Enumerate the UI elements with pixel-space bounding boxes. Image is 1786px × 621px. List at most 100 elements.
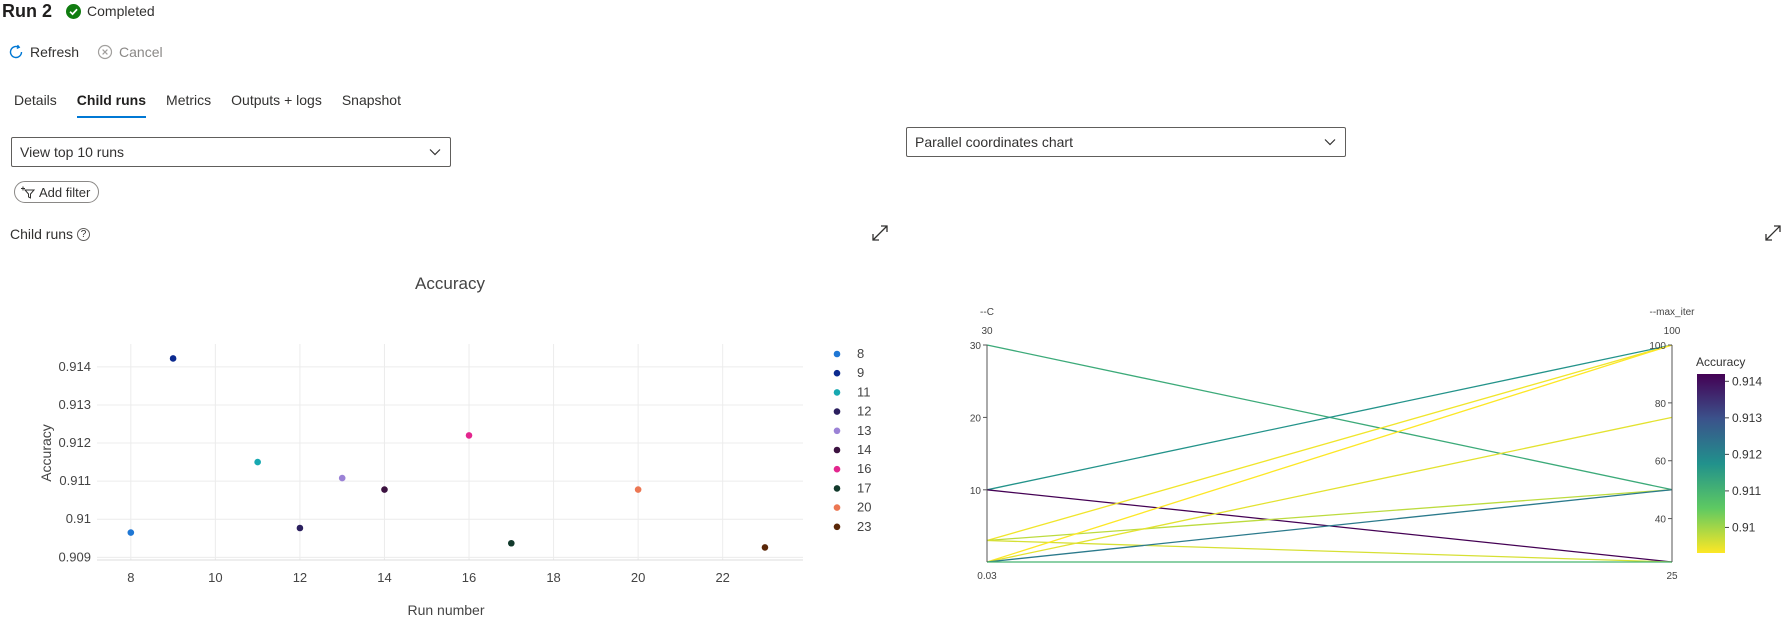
tab-snapshot[interactable]: Snapshot (341, 92, 401, 108)
colorbar-tick-label: 0.914 (1732, 374, 1762, 388)
x-tick-label: 16 (462, 570, 476, 585)
legend-label: 9 (857, 365, 864, 380)
view-top-runs-dropdown[interactable]: View top 10 runs (11, 137, 451, 167)
pc-line (986, 539, 1673, 563)
expand-icon[interactable] (1764, 224, 1782, 242)
tab-outputs-logs[interactable]: Outputs + logs (231, 92, 322, 108)
x-axis-label: Run number (407, 602, 484, 618)
data-point (254, 458, 261, 466)
colorbar-tick-label: 0.911 (1732, 484, 1761, 498)
expand-icon[interactable] (871, 224, 889, 242)
x-tick-label: 8 (127, 570, 134, 585)
y-tick-label: 0.912 (58, 435, 91, 450)
tick-labels: 8 10 12 14 16 18 20 22 0.909 0.91 0.911 0.912 0.913 0… (58, 359, 729, 585)
page-title: Run 2 (2, 0, 53, 21)
command-bar: Refresh Cancel (8, 40, 163, 64)
legend-marker (833, 504, 841, 511)
tab-metrics[interactable]: Metrics (166, 92, 212, 108)
legend-label: 13 (857, 423, 871, 438)
child-runs-label: Child runs (10, 226, 74, 242)
y-tick-label: 0.909 (58, 549, 91, 564)
pc-line (986, 489, 1673, 542)
tab-bar: Details Child runs Metrics Outputs + log… (14, 92, 421, 118)
x-tick-label: 20 (631, 570, 645, 585)
check-circle-icon (66, 3, 82, 19)
legend-marker (833, 369, 841, 377)
pc-axis-bottom-label: 25 (1666, 571, 1678, 582)
pc-tick-label: 60 (1655, 457, 1667, 468)
pc-axis-name: --max_iter (1649, 307, 1695, 318)
pc-axes: --C 30 0.03 10 20 30 --max_iter 100 25 40 60 80 100 (970, 307, 1695, 582)
pc-tick-label: 10 (970, 486, 982, 497)
page-header: Run 2 Completed (2, 0, 155, 22)
colorbar-tick-label: 0.912 (1732, 447, 1762, 461)
refresh-button[interactable]: Refresh (8, 44, 79, 60)
legend-label: 11 (857, 384, 871, 399)
legend-label: 20 (857, 500, 871, 515)
pc-tick-label: 30 (970, 341, 982, 352)
colorbar-gradient (1697, 374, 1725, 553)
legend-marker (833, 389, 841, 396)
x-tick-label: 10 (208, 570, 222, 585)
legend-marker (833, 350, 841, 358)
refresh-label: Refresh (30, 44, 80, 60)
legend-label: 23 (857, 519, 871, 534)
accuracy-scatter-chart: Accuracy Run number Accuracy 8 10 12 14 16 18… (38, 274, 871, 618)
colorbar: Accuracy 0.914 0.913 0.912 0.911 0.91 (1696, 355, 1762, 553)
data-point (634, 486, 642, 493)
chart-type-value: Parallel coordinates chart (915, 134, 1073, 150)
y-tick-label: 0.914 (58, 359, 91, 374)
pc-axis-name: --C (980, 307, 994, 318)
add-filter-button[interactable]: Add filter (14, 181, 100, 203)
data-point (507, 539, 515, 547)
colorbar-tick-label: 0.91 (1732, 520, 1756, 534)
pc-axis-top-label: 30 (981, 326, 993, 337)
legend-label: 12 (857, 404, 871, 419)
legend-marker (833, 408, 841, 415)
pc-line (986, 344, 1673, 563)
refresh-icon (9, 44, 23, 59)
chevron-down-icon (1324, 139, 1336, 146)
chart-title: Accuracy (415, 274, 485, 293)
legend-label: 8 (857, 346, 864, 361)
cancel-icon (97, 44, 113, 60)
legend-marker (833, 465, 841, 473)
x-tick-label: 18 (546, 570, 560, 585)
y-axis-label: Accuracy (38, 424, 54, 482)
tab-details[interactable]: Details (14, 92, 57, 108)
add-filter-label: Add filter (39, 184, 91, 200)
cancel-label: Cancel (119, 44, 163, 60)
y-tick-label: 0.91 (66, 511, 91, 526)
legend-label: 16 (857, 461, 871, 476)
data-point (761, 544, 769, 551)
y-tick-label: 0.913 (58, 397, 91, 412)
status-label: Completed (87, 3, 155, 19)
legend-label: 17 (857, 480, 871, 495)
pc-line (986, 344, 1673, 542)
parallel-coordinates-chart: --C300.03102030--max_iter10025406080100 … (970, 307, 1762, 582)
pc-tick-label: 20 (970, 413, 982, 424)
legend-marker (833, 523, 841, 531)
x-tick-label: 12 (293, 570, 307, 585)
cancel-button[interactable]: Cancel (97, 44, 163, 60)
tab-child-runs[interactable]: Child runs (76, 92, 147, 118)
legend-marker (833, 427, 841, 435)
y-tick-label: 0.911 (59, 473, 91, 488)
data-points (127, 355, 769, 551)
data-point (465, 432, 473, 439)
data-point (296, 524, 304, 532)
legend-marker (833, 446, 841, 454)
data-point (169, 355, 177, 362)
pc-line (986, 489, 1673, 563)
pc-tick-label: 100 (1649, 341, 1666, 352)
chevron-down-icon (429, 149, 441, 156)
pc-tick-label: 80 (1655, 399, 1667, 410)
data-point (127, 529, 135, 536)
x-tick-label: 22 (715, 570, 729, 585)
legend: 8 9 11 12 13 14 16 17 20 23 (833, 346, 871, 534)
data-point (338, 474, 346, 482)
help-icon[interactable]: ? (77, 227, 91, 241)
pc-axis-bottom-label: 0.03 (977, 571, 997, 582)
pc-lines (986, 344, 1673, 563)
chart-type-dropdown[interactable]: Parallel coordinates chart (906, 127, 1346, 157)
